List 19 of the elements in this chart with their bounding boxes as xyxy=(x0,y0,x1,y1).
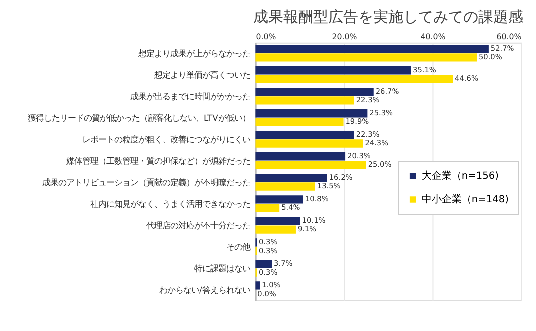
y-tick-label: わからない/答えられない xyxy=(159,284,250,295)
x-tick-label: 20.0% xyxy=(332,32,358,42)
y-tick-label: 成果のアトリビューション（貢献の定義）が不明瞭だった xyxy=(42,177,250,188)
y-tick-label: 成果が出るまでに時間がかかった xyxy=(130,91,250,102)
legend-label: 大企業（n=156) xyxy=(422,170,499,182)
y-tick-label: 特に課題はない xyxy=(194,263,250,274)
y-tick-label: 想定より成果が上がらなかった xyxy=(137,48,250,58)
y-tick-label: レポートの粒度が粗く、改善につながりにくい xyxy=(82,134,250,144)
y-tick-label: 媒体管理（工数管理・質の担保など）が煩雑だった xyxy=(66,156,250,166)
y-tick-label: 獲得したリードの質が低かった（顧客化しない、LTVが低い） xyxy=(28,112,250,123)
y-tick-label: 想定より単価が高くついた xyxy=(153,70,250,80)
legend-label: 中小企業（n=148) xyxy=(422,194,509,206)
x-tick-label: 40.0% xyxy=(420,32,446,42)
y-tick-label: 代理店の対応が不十分だった xyxy=(145,220,250,230)
x-tick-label: 0.0% xyxy=(256,32,277,42)
x-tick-label: 60.0% xyxy=(496,32,522,42)
y-tick-label: 社内に知見がなく、うまく活用できなかった xyxy=(90,198,250,209)
y-tick-label: その他 xyxy=(226,242,250,252)
chart-title: 成果報酬型広告を実施してみての課題感 xyxy=(253,9,524,26)
